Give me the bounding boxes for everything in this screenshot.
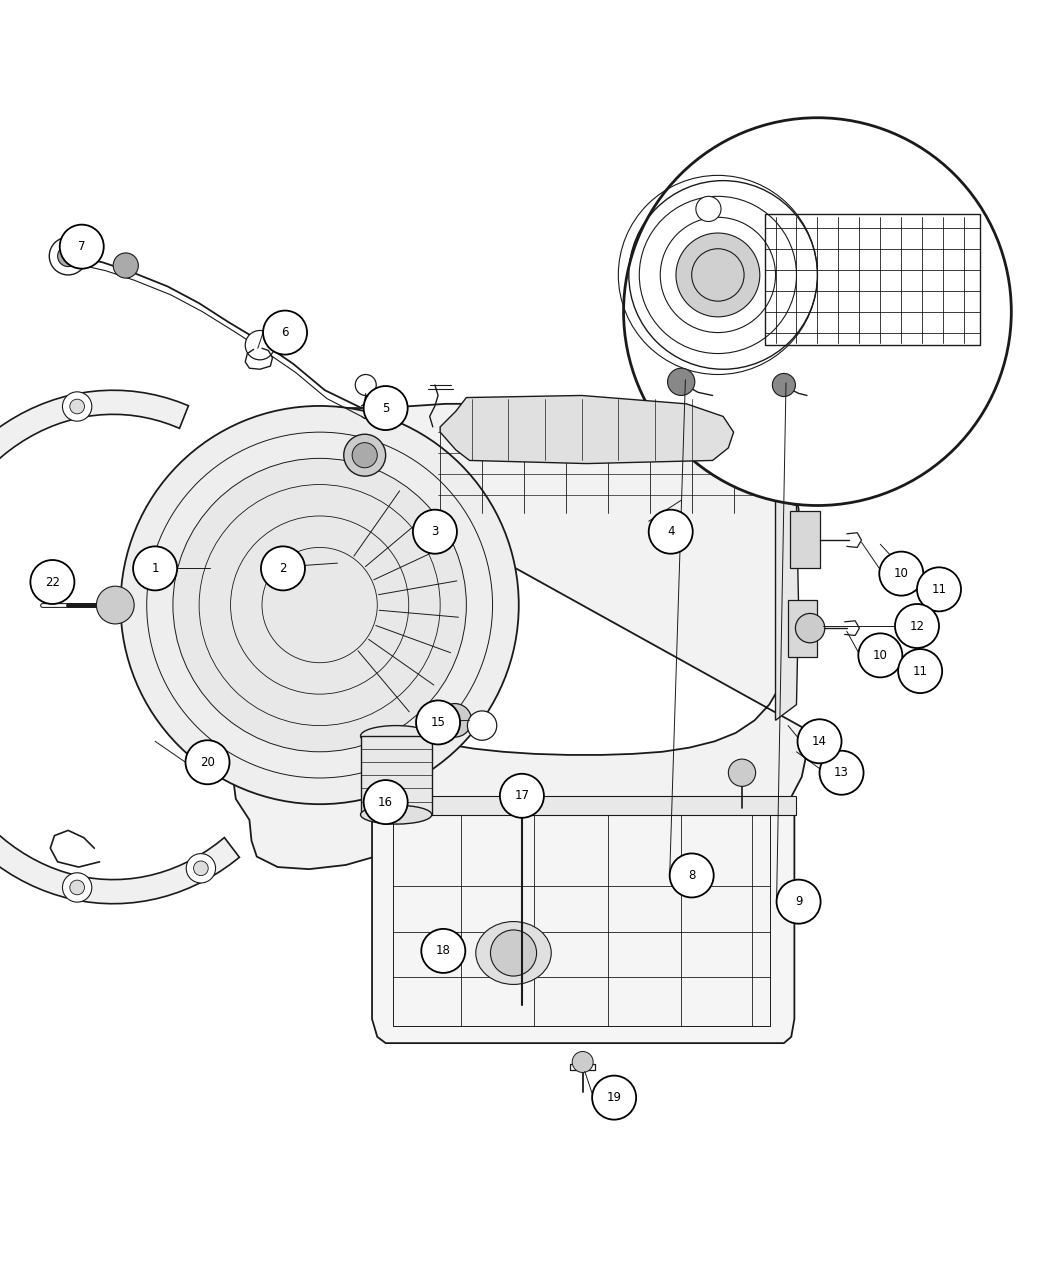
- Circle shape: [60, 224, 104, 269]
- Text: 11: 11: [913, 665, 927, 677]
- Circle shape: [416, 700, 460, 745]
- Bar: [361, 736, 432, 815]
- Circle shape: [649, 509, 693, 554]
- Ellipse shape: [476, 922, 551, 984]
- Circle shape: [777, 880, 821, 924]
- Text: 20: 20: [200, 756, 215, 769]
- Polygon shape: [440, 396, 734, 463]
- Text: 4: 4: [667, 526, 675, 538]
- Circle shape: [49, 237, 87, 275]
- Circle shape: [364, 780, 408, 824]
- Circle shape: [355, 374, 376, 396]
- Circle shape: [70, 400, 85, 414]
- Circle shape: [413, 509, 457, 554]
- Text: 13: 13: [834, 766, 849, 779]
- Circle shape: [352, 443, 377, 467]
- Circle shape: [490, 931, 537, 976]
- Circle shape: [728, 759, 756, 787]
- Circle shape: [185, 741, 230, 784]
- Circle shape: [173, 458, 466, 752]
- Circle shape: [63, 873, 92, 903]
- Text: 14: 14: [812, 735, 827, 747]
- Text: 16: 16: [378, 796, 393, 808]
- Text: 10: 10: [873, 649, 888, 662]
- Text: 9: 9: [794, 895, 803, 908]
- Circle shape: [917, 568, 961, 611]
- Circle shape: [261, 546, 305, 591]
- Circle shape: [676, 233, 760, 317]
- Text: 11: 11: [932, 583, 946, 596]
- Bar: [369, 796, 796, 815]
- Circle shape: [670, 853, 714, 897]
- Text: 8: 8: [687, 869, 696, 882]
- Polygon shape: [0, 391, 239, 904]
- Circle shape: [245, 331, 275, 360]
- Circle shape: [364, 386, 408, 430]
- Text: 15: 15: [431, 715, 445, 729]
- Circle shape: [668, 368, 695, 396]
- Circle shape: [592, 1076, 636, 1120]
- Circle shape: [692, 248, 744, 302]
- Ellipse shape: [361, 726, 432, 746]
- Text: 6: 6: [281, 326, 289, 339]
- Ellipse shape: [361, 806, 432, 824]
- Circle shape: [895, 603, 939, 648]
- Polygon shape: [505, 793, 539, 815]
- Circle shape: [879, 551, 923, 596]
- Text: 1: 1: [151, 561, 159, 575]
- Text: 17: 17: [515, 789, 529, 802]
- Text: 2: 2: [279, 561, 287, 575]
- Text: 10: 10: [894, 566, 909, 580]
- Circle shape: [113, 253, 138, 278]
- Polygon shape: [231, 404, 807, 869]
- Bar: [788, 600, 817, 657]
- Circle shape: [798, 719, 842, 764]
- Circle shape: [187, 854, 216, 883]
- Circle shape: [344, 434, 386, 476]
- Circle shape: [58, 246, 79, 266]
- Text: 5: 5: [381, 401, 390, 415]
- Circle shape: [30, 560, 74, 603]
- Circle shape: [898, 649, 942, 693]
- Circle shape: [96, 586, 134, 624]
- Circle shape: [467, 710, 497, 741]
- Circle shape: [858, 634, 902, 677]
- Text: 12: 12: [910, 620, 924, 633]
- Circle shape: [63, 392, 92, 421]
- Circle shape: [572, 1051, 593, 1072]
- Polygon shape: [372, 799, 794, 1043]
- Circle shape: [194, 861, 209, 876]
- Circle shape: [820, 751, 864, 794]
- Text: 3: 3: [431, 526, 439, 538]
- Circle shape: [421, 929, 465, 973]
- Circle shape: [500, 774, 544, 817]
- Text: 19: 19: [607, 1091, 621, 1104]
- Circle shape: [795, 614, 825, 643]
- Circle shape: [133, 546, 177, 591]
- Text: 22: 22: [45, 575, 60, 588]
- Circle shape: [70, 880, 85, 895]
- Circle shape: [438, 704, 472, 737]
- Circle shape: [624, 117, 1011, 505]
- Bar: [765, 214, 980, 345]
- Circle shape: [263, 311, 307, 355]
- Circle shape: [772, 373, 795, 396]
- Polygon shape: [776, 500, 799, 721]
- Bar: [790, 510, 820, 568]
- Circle shape: [696, 196, 721, 222]
- Text: 7: 7: [78, 241, 86, 253]
- Text: 18: 18: [436, 945, 451, 957]
- Circle shape: [121, 406, 519, 805]
